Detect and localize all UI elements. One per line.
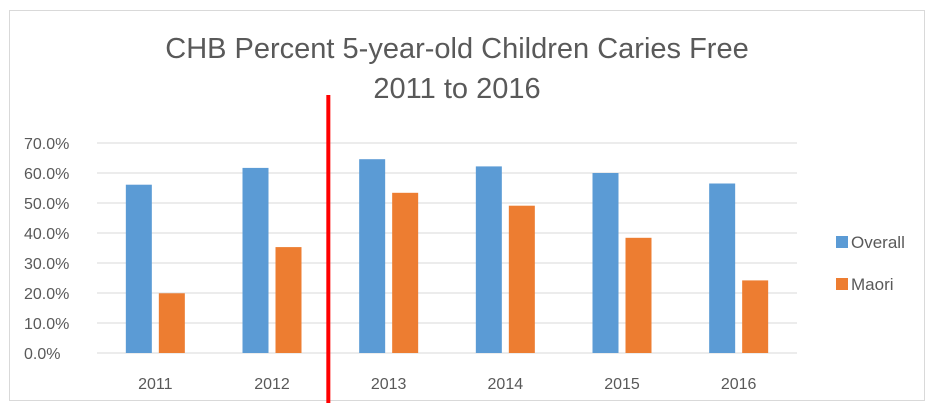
x-axis-ticks: 2011 2012 2013 2014 2015 2016 [138, 376, 756, 393]
bar-maori-2012 [275, 247, 302, 353]
bar-maori-2016 [742, 280, 769, 353]
bar-overall-2013 [359, 159, 386, 353]
legend-label-maori: Maori [851, 275, 894, 294]
gridlines [97, 142, 797, 354]
bar-overall-2014 [475, 166, 502, 353]
x-tick-label: 2016 [721, 376, 757, 393]
x-tick-label: 2014 [488, 376, 524, 393]
x-tick-label: 2013 [371, 376, 407, 393]
y-tick-label: 0.0% [24, 346, 60, 363]
legend-label-overall: Overall [851, 233, 905, 252]
y-tick-label: 40.0% [24, 226, 69, 243]
bar-overall-2015 [592, 173, 619, 353]
x-tick-label: 2011 [138, 376, 173, 393]
bar-maori-2011 [158, 293, 185, 353]
legend-swatch-overall [836, 236, 848, 248]
legend-swatch-maori [836, 278, 848, 290]
y-tick-label: 20.0% [24, 286, 69, 303]
x-tick-label: 2012 [254, 376, 290, 393]
y-tick-label: 10.0% [24, 316, 69, 333]
y-axis-ticks: 0.0% 10.0% 20.0% 30.0% 40.0% 50.0% 60.0% 70.0% [24, 136, 69, 363]
y-tick-label: 70.0% [24, 136, 69, 153]
chart-title: CHB Percent 5-year-old Children Caries F… [165, 33, 748, 65]
bar-overall-2011 [125, 184, 152, 353]
bar-maori-2015 [625, 237, 652, 353]
y-tick-label: 50.0% [24, 196, 69, 213]
x-tick-label: 2015 [604, 376, 640, 393]
y-tick-label: 30.0% [24, 256, 69, 273]
bar-maori-2014 [508, 205, 535, 353]
chart-subtitle: 2011 to 2016 [373, 73, 540, 105]
legend: Overall Maori [836, 233, 905, 294]
bar-maori-2013 [392, 192, 419, 353]
y-tick-label: 60.0% [24, 166, 69, 183]
bar-overall-2012 [242, 167, 269, 353]
bars [125, 159, 769, 353]
bar-overall-2016 [709, 183, 736, 353]
